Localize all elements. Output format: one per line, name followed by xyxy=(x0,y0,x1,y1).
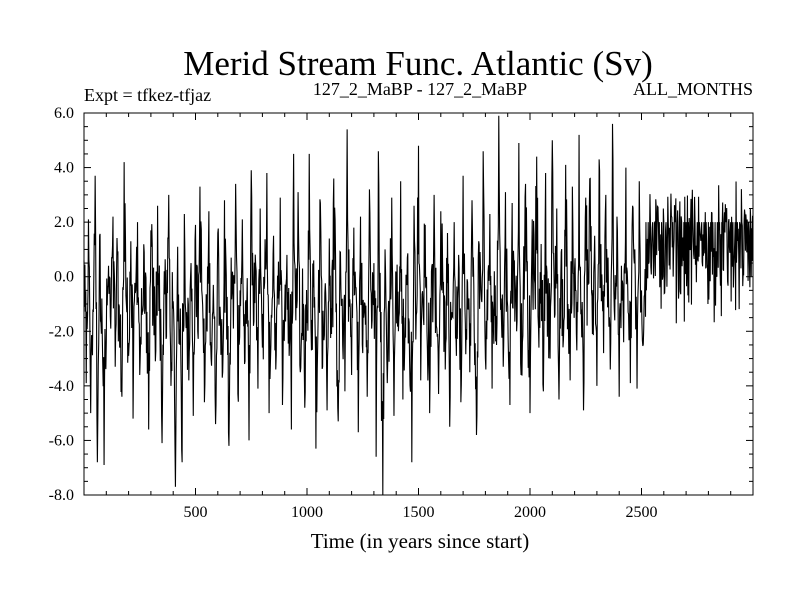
chart-subtitle-right: ALL_MONTHS xyxy=(633,79,753,99)
x-tick-label: 2000 xyxy=(514,504,546,521)
chart-title: Merid Stream Func. Atlantic (Sv) xyxy=(183,44,653,83)
chart-subtitle-center: 127_2_MaBP - 127_2_MaBP xyxy=(313,79,527,99)
plot-area: 6.0 4.0 2.0 0.0 -2.0 -4.0 -6.0 -8.0 500 1000 1500 2… xyxy=(49,105,754,521)
x-tick-label: 1500 xyxy=(403,504,435,521)
x-tick-label: 1000 xyxy=(291,504,323,521)
y-tick-label: 2.0 xyxy=(54,214,74,231)
y-tick-label: 4.0 xyxy=(54,160,74,177)
y-tick-label: -2.0 xyxy=(49,323,74,340)
y-tick-label: -8.0 xyxy=(49,487,74,504)
x-tick-label: 2500 xyxy=(626,504,658,521)
chart-subtitle-left: Expt = tfkez-tfjaz xyxy=(84,85,211,105)
y-tick-label: -6.0 xyxy=(49,432,74,449)
y-tick-label: -4.0 xyxy=(49,378,74,395)
y-tick-label: 0.0 xyxy=(54,269,74,286)
x-axis-label: Time (in years since start) xyxy=(311,529,530,553)
series-line xyxy=(83,115,754,496)
y-tick-label: 6.0 xyxy=(54,105,74,122)
x-tick-label: 500 xyxy=(184,504,208,521)
